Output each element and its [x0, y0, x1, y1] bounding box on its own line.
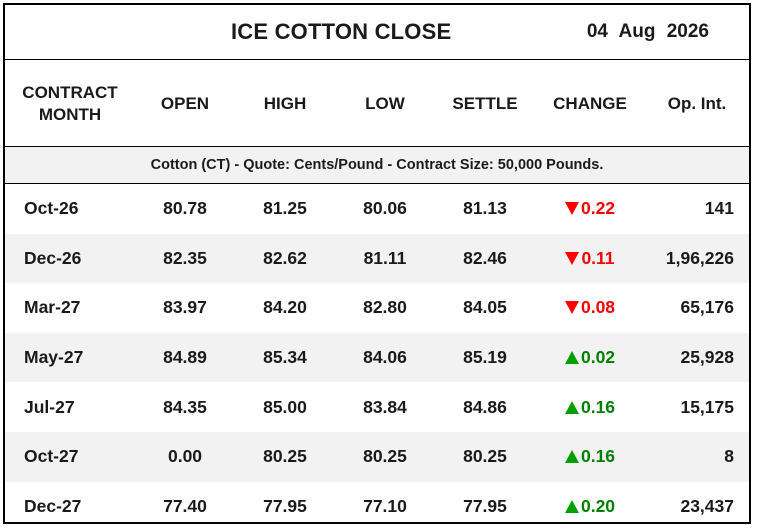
column-header-row: CONTRACT MONTH OPEN HIGH LOW SETTLE CHAN…	[5, 60, 749, 147]
cell-open-interest: 65,176	[680, 297, 734, 318]
change-value: 0.22	[564, 198, 616, 219]
cell-change: 0.16	[535, 432, 645, 482]
header-contract-month: CONTRACT MONTH	[5, 60, 135, 147]
cell-low: 82.80	[363, 297, 407, 318]
header-contract-month-line1: CONTRACT	[22, 82, 118, 102]
change-value: 0.08	[564, 297, 616, 318]
header-settle: SETTLE	[452, 93, 518, 113]
cell-change: 0.20	[535, 482, 645, 522]
cell-open: 0.00	[167, 446, 203, 467]
change-value: 0.11	[565, 247, 615, 269]
change-amount: 0.22	[580, 198, 616, 219]
change-amount: 0.16	[580, 396, 616, 417]
cell-settle: 77.95	[463, 495, 507, 516]
table-row: Mar-27 83.97 84.20 82.80 84.05 0.08 65,1…	[5, 283, 749, 333]
cell-high: 84.20	[263, 297, 307, 318]
change-amount: 0.20	[580, 495, 616, 516]
cell-month: Jul-27	[24, 396, 75, 417]
cell-high: 80.25	[263, 446, 307, 467]
header-change: CHANGE	[553, 93, 627, 113]
cell-settle: 82.46	[463, 247, 507, 268]
down-arrow-icon	[565, 251, 580, 265]
up-arrow-icon	[564, 400, 579, 414]
cell-change: 0.16	[535, 382, 645, 432]
cell-settle: 80.25	[463, 446, 507, 467]
up-arrow-icon	[564, 499, 579, 513]
table-title: ICE COTTON CLOSE	[231, 19, 452, 44]
cell-settle: 81.13	[463, 198, 507, 219]
contract-info: Cotton (CT) - Quote: Cents/Pound - Contr…	[5, 147, 749, 184]
cell-open-interest: 141	[704, 198, 734, 219]
cell-high: 77.95	[263, 495, 307, 516]
table-row: Dec-27 77.40 77.95 77.10 77.95 0.20 23,4…	[5, 482, 749, 522]
up-arrow-icon	[564, 450, 579, 464]
up-arrow-icon	[564, 351, 579, 365]
title-row: ICE COTTON CLOSE 04 Aug 2026	[5, 5, 749, 60]
cell-low: 80.25	[363, 446, 407, 467]
table-row: May-27 84.89 85.34 84.06 85.19 0.02 25,9…	[5, 332, 749, 383]
cell-open: 84.89	[163, 347, 207, 368]
cell-month: Oct-26	[24, 198, 79, 219]
change-amount: 0.11	[581, 247, 615, 268]
cell-open-interest: 25,928	[680, 347, 734, 368]
header-open: OPEN	[160, 93, 210, 113]
cell-settle: 85.19	[463, 347, 507, 368]
table-row: Oct-27 0.00 80.25 80.25 80.25 0.16 8	[5, 431, 749, 482]
cell-high: 81.25	[263, 198, 307, 219]
change-value: 0.02	[564, 347, 616, 368]
header-low: LOW	[365, 93, 405, 113]
cell-change: 0.08	[535, 283, 645, 333]
change-amount: 0.02	[580, 347, 616, 368]
cell-open-interest: 8	[724, 446, 734, 467]
table-date: 04 Aug 2026	[586, 21, 709, 42]
change-value: 0.20	[564, 495, 616, 517]
down-arrow-icon	[564, 301, 579, 315]
cell-open: 84.35	[163, 396, 207, 417]
cell-open-interest: 15,175	[680, 396, 734, 417]
cell-high: 82.62	[263, 247, 307, 268]
quote-table: ICE COTTON CLOSE 04 Aug 2026 CONTRACT MO…	[3, 3, 751, 524]
cell-settle: 84.05	[463, 297, 507, 318]
cell-open: 82.35	[163, 247, 207, 268]
header-open-interest: Op. Int.	[667, 93, 727, 113]
cell-change: 0.11	[535, 234, 645, 284]
cell-low: 80.06	[363, 198, 407, 219]
cell-change: 0.02	[535, 333, 645, 383]
change-value: 0.16	[564, 396, 616, 418]
cell-month: May-27	[24, 347, 84, 368]
cell-high: 85.34	[263, 347, 307, 368]
cell-low: 81.11	[363, 247, 407, 268]
table-row: Jul-27 84.35 85.00 83.84 84.86 0.16 15,1…	[5, 382, 749, 432]
header-contract-month-line2: MONTH	[38, 104, 102, 124]
cell-settle: 84.86	[463, 396, 507, 417]
change-amount: 0.08	[580, 297, 616, 318]
cell-month: Dec-26	[24, 247, 82, 268]
cell-low: 83.84	[363, 396, 407, 417]
table-body: Oct-26 80.78 81.25 80.06 81.13 0.22 141 …	[5, 184, 749, 522]
cell-change: 0.22	[535, 184, 645, 234]
cell-month: Mar-27	[24, 297, 81, 318]
header-high: HIGH	[263, 93, 307, 113]
cell-open: 80.78	[163, 198, 207, 219]
cell-month: Dec-27	[24, 495, 82, 516]
cell-open-interest: 23,437	[680, 495, 734, 516]
cell-open: 77.40	[163, 495, 207, 516]
table-row: Dec-26 82.35 82.62 81.11 82.46 0.11 1,96…	[5, 233, 749, 284]
cell-month: Oct-27	[24, 446, 79, 467]
cell-open-interest: 1,96,226	[665, 247, 734, 268]
cell-open: 83.97	[163, 297, 207, 318]
down-arrow-icon	[564, 202, 579, 216]
change-amount: 0.16	[580, 446, 616, 467]
cell-low: 84.06	[363, 347, 407, 368]
table-row: Oct-26 80.78 81.25 80.06 81.13 0.22 141	[5, 184, 749, 234]
change-value: 0.16	[564, 446, 616, 467]
cell-low: 77.10	[363, 495, 407, 516]
cell-high: 85.00	[263, 396, 307, 417]
